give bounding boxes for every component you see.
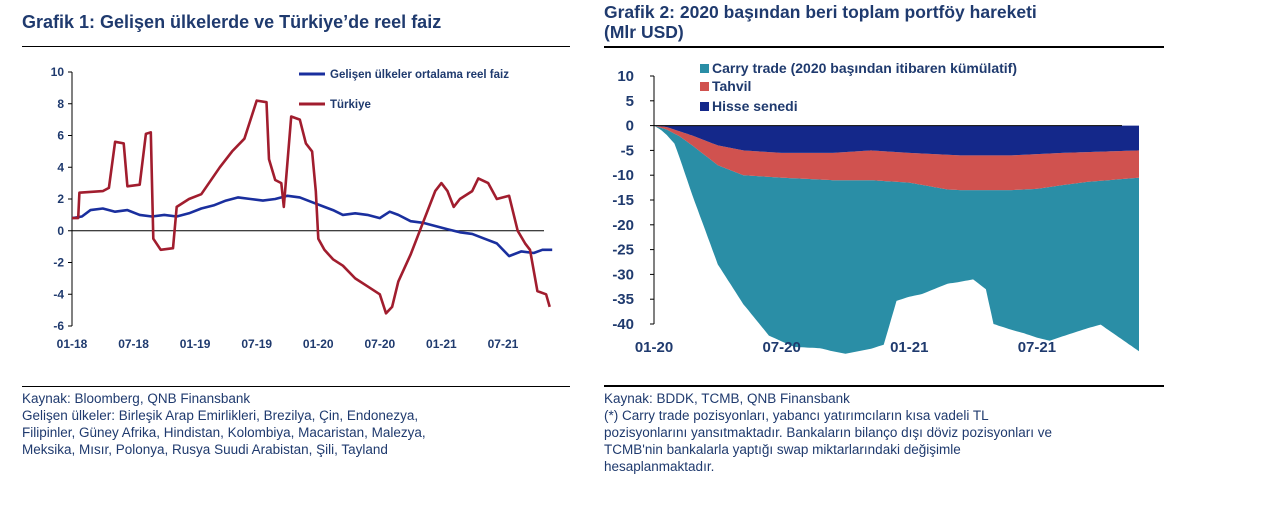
y-tick-label: 5 [626,93,634,110]
chart1-title: Grafik 1: Gelişen ülkelerde ve Türkiye’d… [22,12,442,32]
chart2-title-line-2: (Mlr USD) [604,22,684,42]
legend-label-1: Carry trade (2020 başından itibaren kümü… [712,60,1017,76]
y-tick-label: -25 [612,242,634,259]
chart1-notes: Kaynak: Bloomberg, QNB Finansbank Gelişe… [22,390,562,458]
y-tick-label: -6 [53,319,64,333]
y-tick-label: 10 [51,65,65,79]
y-tick-label: -20 [612,217,634,234]
y-tick-label: -15 [612,192,634,209]
y-tick-label: 6 [57,129,64,143]
chart2-source-rule [604,385,1164,387]
x-tick-label: 07-21 [488,337,519,351]
x-tick-label: 07-20 [762,339,800,356]
series-line-2 [72,99,551,315]
legend-label-1: Gelişen ülkeler ortalama reel faiz [330,69,509,81]
chart2-note-line-3: TCMB'nin bankalarla yaptığı swap miktarl… [604,442,961,457]
x-tick-label: 07-19 [241,337,272,351]
x-tick-label: 01-20 [635,339,673,356]
chart2-note-line-1: (*) Carry trade pozisyonları, yabancı ya… [604,408,989,423]
y-tick-label: 2 [57,192,64,206]
x-tick-label: 01-21 [890,339,928,356]
x-tick-label: 07-21 [1018,339,1056,356]
x-tick-label: 01-19 [180,337,211,351]
area-tahvil [654,125,1139,191]
legend-label-3: Hisse senedi [712,98,798,114]
y-tick-label: -40 [612,316,634,333]
series-line-1 [71,194,553,258]
y-tick-label: 0 [57,224,64,238]
chart2-title-rule [604,46,1164,48]
chart2-source: Kaynak: BDDK, TCMB, QNB Finansbank [604,391,850,406]
y-tick-label: -35 [612,291,634,308]
chart1-source-rule [22,386,570,387]
chart2-notes: Kaynak: BDDK, TCMB, QNB Finansbank (*) C… [604,390,1164,475]
chart1-note-line-3: Meksika, Mısır, Polonya, Rusya Suudi Ara… [22,442,388,457]
y-tick-label: 8 [57,97,64,111]
y-tick-label: -5 [621,142,634,159]
x-tick-label: 01-18 [57,337,88,351]
x-tick-label: 01-20 [303,337,334,351]
chart1-note-line-2: Filipinler, Güney Afrika, Hindistan, Kol… [22,425,426,440]
chart2-title-line-1: Grafik 2: 2020 başından beri toplam port… [604,2,1037,22]
chart1-line-chart: 10 8 6 4 2 0 -2 -4 -6 01-18 07-18 01-19 07-19 01-20 07… [51,65,553,351]
y-tick-label: 0 [626,118,634,135]
legend-label-2: Türkiye [330,99,371,111]
legend-swatch-1 [700,64,709,73]
y-tick-label: -30 [612,266,634,283]
area-carry-trade [654,125,1139,354]
legend-swatch-2 [700,82,709,91]
area-hisse-senedi [654,125,1139,156]
legend-label-2: Tahvil [712,78,751,94]
chart2-title: Grafik 2: 2020 başından beri toplam port… [604,2,1164,42]
y-tick-label: -10 [612,167,634,184]
legend-swatch-3 [700,102,709,111]
chart1-note-line-1: Gelişen ülkeler: Birleşik Arap Emirlikle… [22,408,419,423]
chart2-note-line-4: hesaplanmaktadır. [604,459,715,474]
chart2-note-line-2: pozisyonlarını yansıtmaktadır. Bankaları… [604,425,1052,440]
chart1-title-rule [22,46,570,47]
y-tick-label: -4 [53,287,64,301]
x-tick-label: 01-21 [426,337,457,351]
x-tick-label: 07-18 [118,337,149,351]
y-tick-label: -2 [53,256,64,270]
y-tick-label: 10 [617,68,634,85]
y-tick-label: 4 [57,160,64,174]
chart1-source: Kaynak: Bloomberg, QNB Finansbank [22,391,251,406]
x-tick-label: 07-20 [364,337,395,351]
